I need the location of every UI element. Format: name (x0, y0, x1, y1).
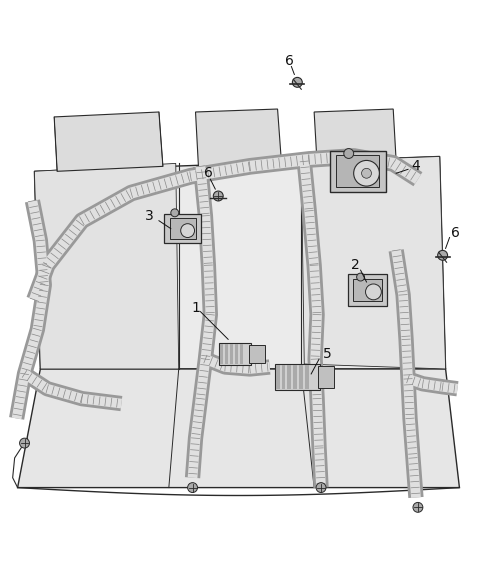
Text: 4: 4 (411, 160, 420, 173)
Bar (240, 344, 243, 364)
Text: 5: 5 (323, 347, 331, 361)
Text: 6: 6 (451, 226, 460, 240)
FancyBboxPatch shape (164, 214, 202, 244)
Bar (235, 344, 238, 364)
Polygon shape (301, 156, 445, 369)
Circle shape (366, 284, 381, 300)
FancyBboxPatch shape (275, 364, 320, 390)
Circle shape (180, 224, 194, 237)
Circle shape (171, 209, 179, 217)
Text: 1: 1 (191, 301, 200, 315)
Circle shape (344, 148, 354, 158)
Circle shape (188, 483, 197, 492)
Bar (276, 365, 279, 389)
FancyBboxPatch shape (219, 343, 251, 365)
Bar (300, 365, 303, 389)
Polygon shape (35, 164, 179, 369)
FancyBboxPatch shape (318, 366, 334, 388)
FancyBboxPatch shape (348, 274, 387, 306)
FancyBboxPatch shape (249, 345, 264, 363)
Circle shape (438, 250, 447, 260)
Text: 6: 6 (285, 54, 294, 68)
Bar (288, 365, 291, 389)
Polygon shape (314, 109, 396, 164)
Polygon shape (18, 369, 459, 488)
FancyBboxPatch shape (330, 151, 386, 192)
Circle shape (354, 160, 379, 186)
Circle shape (20, 438, 29, 448)
Circle shape (413, 503, 423, 512)
FancyBboxPatch shape (170, 218, 195, 240)
Polygon shape (35, 156, 445, 369)
Circle shape (357, 273, 364, 281)
FancyBboxPatch shape (353, 279, 383, 301)
Text: 3: 3 (144, 209, 154, 223)
Circle shape (213, 191, 223, 201)
Bar (230, 344, 233, 364)
Bar (305, 365, 309, 389)
Circle shape (292, 77, 302, 87)
Bar (220, 344, 223, 364)
Circle shape (361, 168, 372, 178)
Text: 2: 2 (351, 258, 360, 272)
Bar (225, 344, 228, 364)
FancyBboxPatch shape (336, 156, 379, 187)
Bar (281, 365, 286, 389)
Circle shape (316, 483, 326, 492)
Bar (293, 365, 297, 389)
Polygon shape (54, 112, 163, 171)
Polygon shape (195, 109, 281, 168)
Text: 6: 6 (204, 166, 213, 180)
